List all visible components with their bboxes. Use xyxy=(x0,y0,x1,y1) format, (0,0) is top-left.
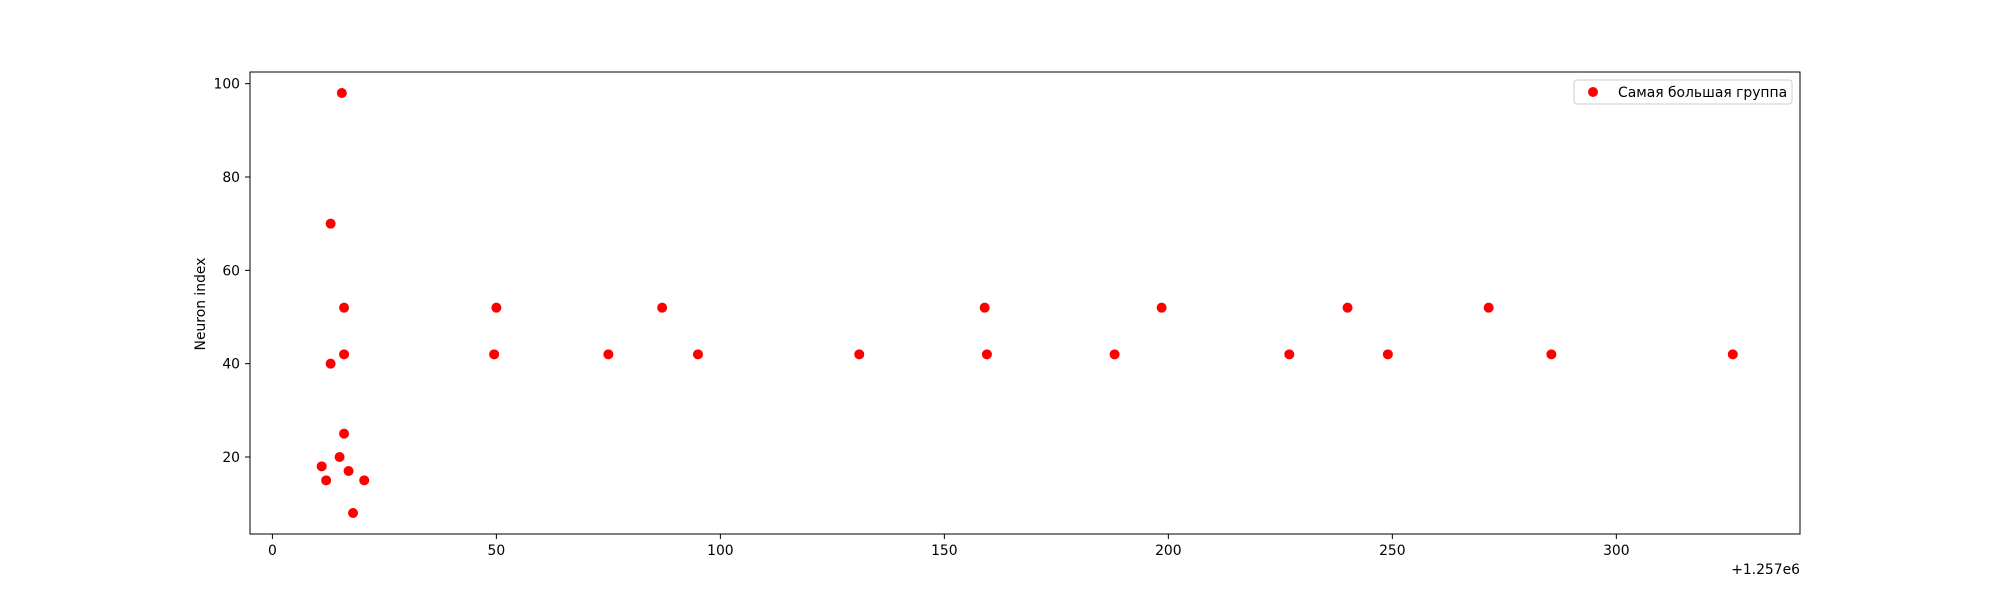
plot-area-frame xyxy=(249,71,1801,535)
data-points xyxy=(316,88,1738,518)
data-point xyxy=(1727,349,1738,360)
data-point xyxy=(981,349,992,360)
data-point xyxy=(339,302,350,313)
data-point xyxy=(692,349,703,360)
y-axis-label: Neuron index xyxy=(193,258,209,351)
data-point xyxy=(1156,302,1167,313)
y-tick-label: 40 xyxy=(222,357,240,373)
data-point xyxy=(1109,349,1120,360)
data-point xyxy=(316,461,327,472)
data-point xyxy=(489,349,500,360)
data-point xyxy=(339,349,350,360)
x-tick-label: 50 xyxy=(488,543,506,559)
legend: Самая большая группа xyxy=(1573,79,1793,105)
data-point xyxy=(348,508,359,518)
data-point xyxy=(325,218,336,229)
data-point xyxy=(359,475,370,486)
y-axis-label-group: Neuron index xyxy=(193,258,209,351)
y-tick-label: 80 xyxy=(222,170,240,186)
data-point xyxy=(1546,349,1557,360)
data-point xyxy=(325,358,336,369)
data-point xyxy=(979,302,990,313)
data-point xyxy=(1483,302,1494,313)
x-tick-label: 0 xyxy=(268,543,277,559)
legend-label: Самая большая группа xyxy=(1618,85,1787,101)
data-point xyxy=(339,428,350,439)
x-tick-label: 100 xyxy=(707,543,734,559)
data-point xyxy=(343,466,354,476)
x-axis-ticks: 0 50 100 150 200 250 300 xyxy=(268,534,1630,559)
x-tick-label: 300 xyxy=(1603,543,1630,559)
y-tick-label: 20 xyxy=(222,450,240,466)
data-point xyxy=(321,475,332,486)
x-axis-offset-label: +1.257e6 xyxy=(1731,562,1800,578)
data-point xyxy=(657,302,668,313)
data-point xyxy=(603,349,614,360)
x-tick-label: 200 xyxy=(1155,543,1182,559)
data-point xyxy=(1382,349,1393,360)
data-point xyxy=(1284,349,1295,360)
x-tick-label: 150 xyxy=(931,543,958,559)
data-point xyxy=(854,349,865,360)
x-tick-label: 250 xyxy=(1379,543,1406,559)
data-point xyxy=(334,452,345,462)
data-point xyxy=(491,302,502,313)
y-tick-label: 100 xyxy=(213,77,240,93)
legend-frame xyxy=(1573,79,1793,105)
y-tick-label: 60 xyxy=(222,263,240,279)
data-point xyxy=(1342,302,1353,313)
data-point xyxy=(336,88,347,98)
y-axis-ticks: 20 40 60 80 100 xyxy=(213,77,250,466)
legend-marker xyxy=(1588,87,1598,97)
